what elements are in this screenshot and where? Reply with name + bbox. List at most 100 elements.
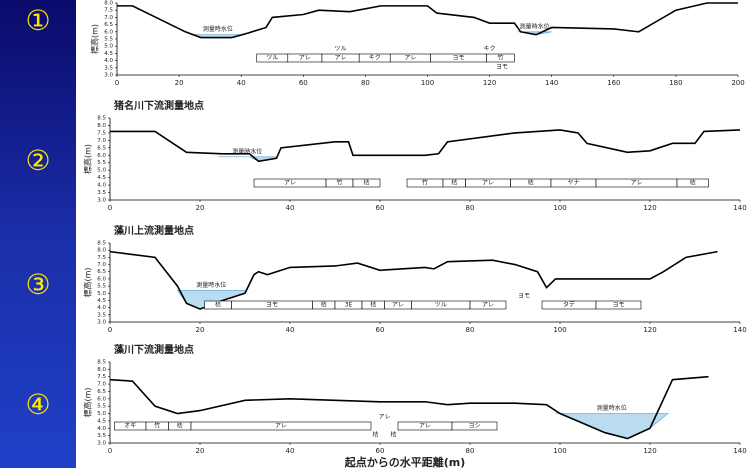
slide: ① ② ③ ④ 標高(m)3.03.54.04.55.05.56.06.57.0… (0, 0, 754, 468)
vegetation-label: ツル (266, 55, 278, 62)
y-tick-label: 5.5 (97, 404, 106, 410)
vegetation-label: アレ (482, 302, 494, 309)
x-tick-label: 0 (115, 79, 119, 87)
y-tick-label: 4.0 (104, 58, 113, 64)
vegetation-label: 桔 (321, 301, 327, 309)
vegetation-note: ヨモ (496, 64, 508, 71)
vegetation-label: 3E (345, 302, 353, 309)
y-tick-label: 4.5 (97, 298, 106, 304)
y-tick-label: 3.5 (97, 190, 106, 196)
water-label: 測量時水位 (203, 25, 233, 33)
y-tick-label: 8.5 (97, 360, 106, 366)
vegetation-note: ヨモ (518, 293, 530, 300)
vegetation-label: アレ (419, 423, 431, 430)
vegetation-label: 桔 (451, 179, 457, 187)
x-tick-label: 0 (108, 447, 112, 455)
y-tick-label: 3.5 (104, 65, 113, 71)
y-tick-label: 3.5 (97, 312, 106, 318)
water-label: 測量時水位 (520, 22, 550, 30)
vegetation-label: 竹 (422, 179, 428, 187)
x-tick-label: 20 (196, 204, 205, 212)
y-tick-label: 3.0 (97, 441, 106, 447)
y-tick-label: 8.0 (104, 1, 113, 7)
x-tick-label: 0 (108, 326, 112, 334)
y-tick-label: 8.0 (97, 367, 106, 373)
y-tick-label: 4.5 (97, 418, 106, 424)
chart-title: 猪名川下流測量地点 (113, 99, 204, 112)
x-tick-label: 60 (376, 326, 385, 334)
profile-line (110, 130, 740, 161)
y-tick-label: 7.5 (97, 374, 106, 380)
y-tick-label: 8.0 (97, 248, 106, 254)
x-tick-label: 120 (643, 326, 656, 334)
y-tick-label: 6.5 (104, 22, 113, 28)
x-tick-label: 140 (545, 79, 558, 87)
y-tick-label: 4.0 (97, 305, 106, 311)
y-axis-label: 標高(m) (83, 387, 93, 417)
chart-title: 藻川上流測量地点 (114, 224, 194, 237)
x-tick-label: 160 (607, 79, 620, 87)
y-tick-label: 7.0 (97, 262, 106, 268)
y-tick-label: 6.5 (97, 269, 106, 275)
vegetation-label: アレ (299, 55, 311, 62)
y-tick-label: 4.5 (104, 51, 113, 57)
x-tick-label: 60 (376, 447, 385, 455)
x-tick-label: 120 (643, 204, 656, 212)
y-tick-label: 7.5 (104, 8, 113, 14)
y-tick-label: 5.5 (104, 37, 113, 43)
x-tick-label: 80 (466, 326, 475, 334)
y-tick-label: 7.5 (97, 255, 106, 261)
y-tick-label: 3.0 (97, 198, 106, 204)
y-tick-label: 3.5 (97, 433, 106, 439)
y-tick-label: 7.0 (97, 382, 106, 388)
vegetation-label: 竹 (336, 179, 342, 187)
y-tick-label: 7.0 (104, 15, 113, 21)
vegetation-label: ヨモ (612, 302, 624, 309)
x-tick-label: 180 (669, 79, 682, 87)
y-tick-label: 5.0 (97, 168, 106, 174)
y-tick-label: 5.0 (97, 411, 106, 417)
vegetation-label: 桔 (690, 179, 696, 187)
y-tick-label: 6.0 (97, 153, 106, 159)
x-tick-label: 140 (733, 204, 746, 212)
y-tick-label: 7.0 (97, 138, 106, 144)
vegetation-label: アレ (630, 180, 642, 187)
x-tick-label: 60 (299, 79, 308, 87)
vegetation-label: 桔 (370, 301, 376, 309)
vegetation-label: 桔 (528, 179, 534, 187)
y-tick-label: 7.5 (97, 130, 106, 136)
vegetation-label: アレ (335, 55, 347, 62)
x-tick-label: 40 (286, 447, 295, 455)
vegetation-label: アレ (482, 180, 494, 187)
vegetation-label: ヨモ (453, 55, 465, 62)
y-axis-label: 標高(m) (83, 144, 93, 174)
x-tick-label: 100 (553, 326, 566, 334)
vegetation-note: アレ (378, 414, 390, 421)
x-tick-label: 0 (108, 204, 112, 212)
x-tick-label: 80 (466, 204, 475, 212)
x-tick-label: 40 (286, 204, 295, 212)
x-tick-label: 120 (483, 79, 496, 87)
x-tick-label: 40 (286, 326, 295, 334)
vegetation-label: アレ (392, 302, 404, 309)
y-tick-label: 6.0 (104, 29, 113, 35)
x-axis-label: 起点からの水平距離(m) (344, 455, 466, 468)
y-tick-label: 5.5 (97, 160, 106, 166)
y-tick-label: 6.0 (97, 276, 106, 282)
chart-title: 藻川下流測量地点 (114, 343, 194, 356)
x-tick-label: 200 (731, 79, 744, 87)
x-tick-label: 140 (733, 447, 746, 455)
vegetation-note: 桔 (390, 431, 396, 439)
vegetation-label: 桔 (363, 179, 369, 187)
y-tick-label: 4.5 (97, 175, 106, 181)
y-tick-label: 6.0 (97, 396, 106, 402)
vegetation-label: アレ (404, 55, 416, 62)
x-tick-label: 60 (376, 204, 385, 212)
vegetation-label: キク (369, 55, 381, 62)
vegetation-label: 桔 (215, 301, 221, 309)
vegetation-label: 竹 (497, 54, 503, 62)
y-tick-label: 4.0 (97, 183, 106, 189)
y-tick-label: 8.5 (97, 116, 106, 122)
x-tick-label: 20 (175, 79, 184, 87)
y-tick-label: 6.5 (97, 389, 106, 395)
